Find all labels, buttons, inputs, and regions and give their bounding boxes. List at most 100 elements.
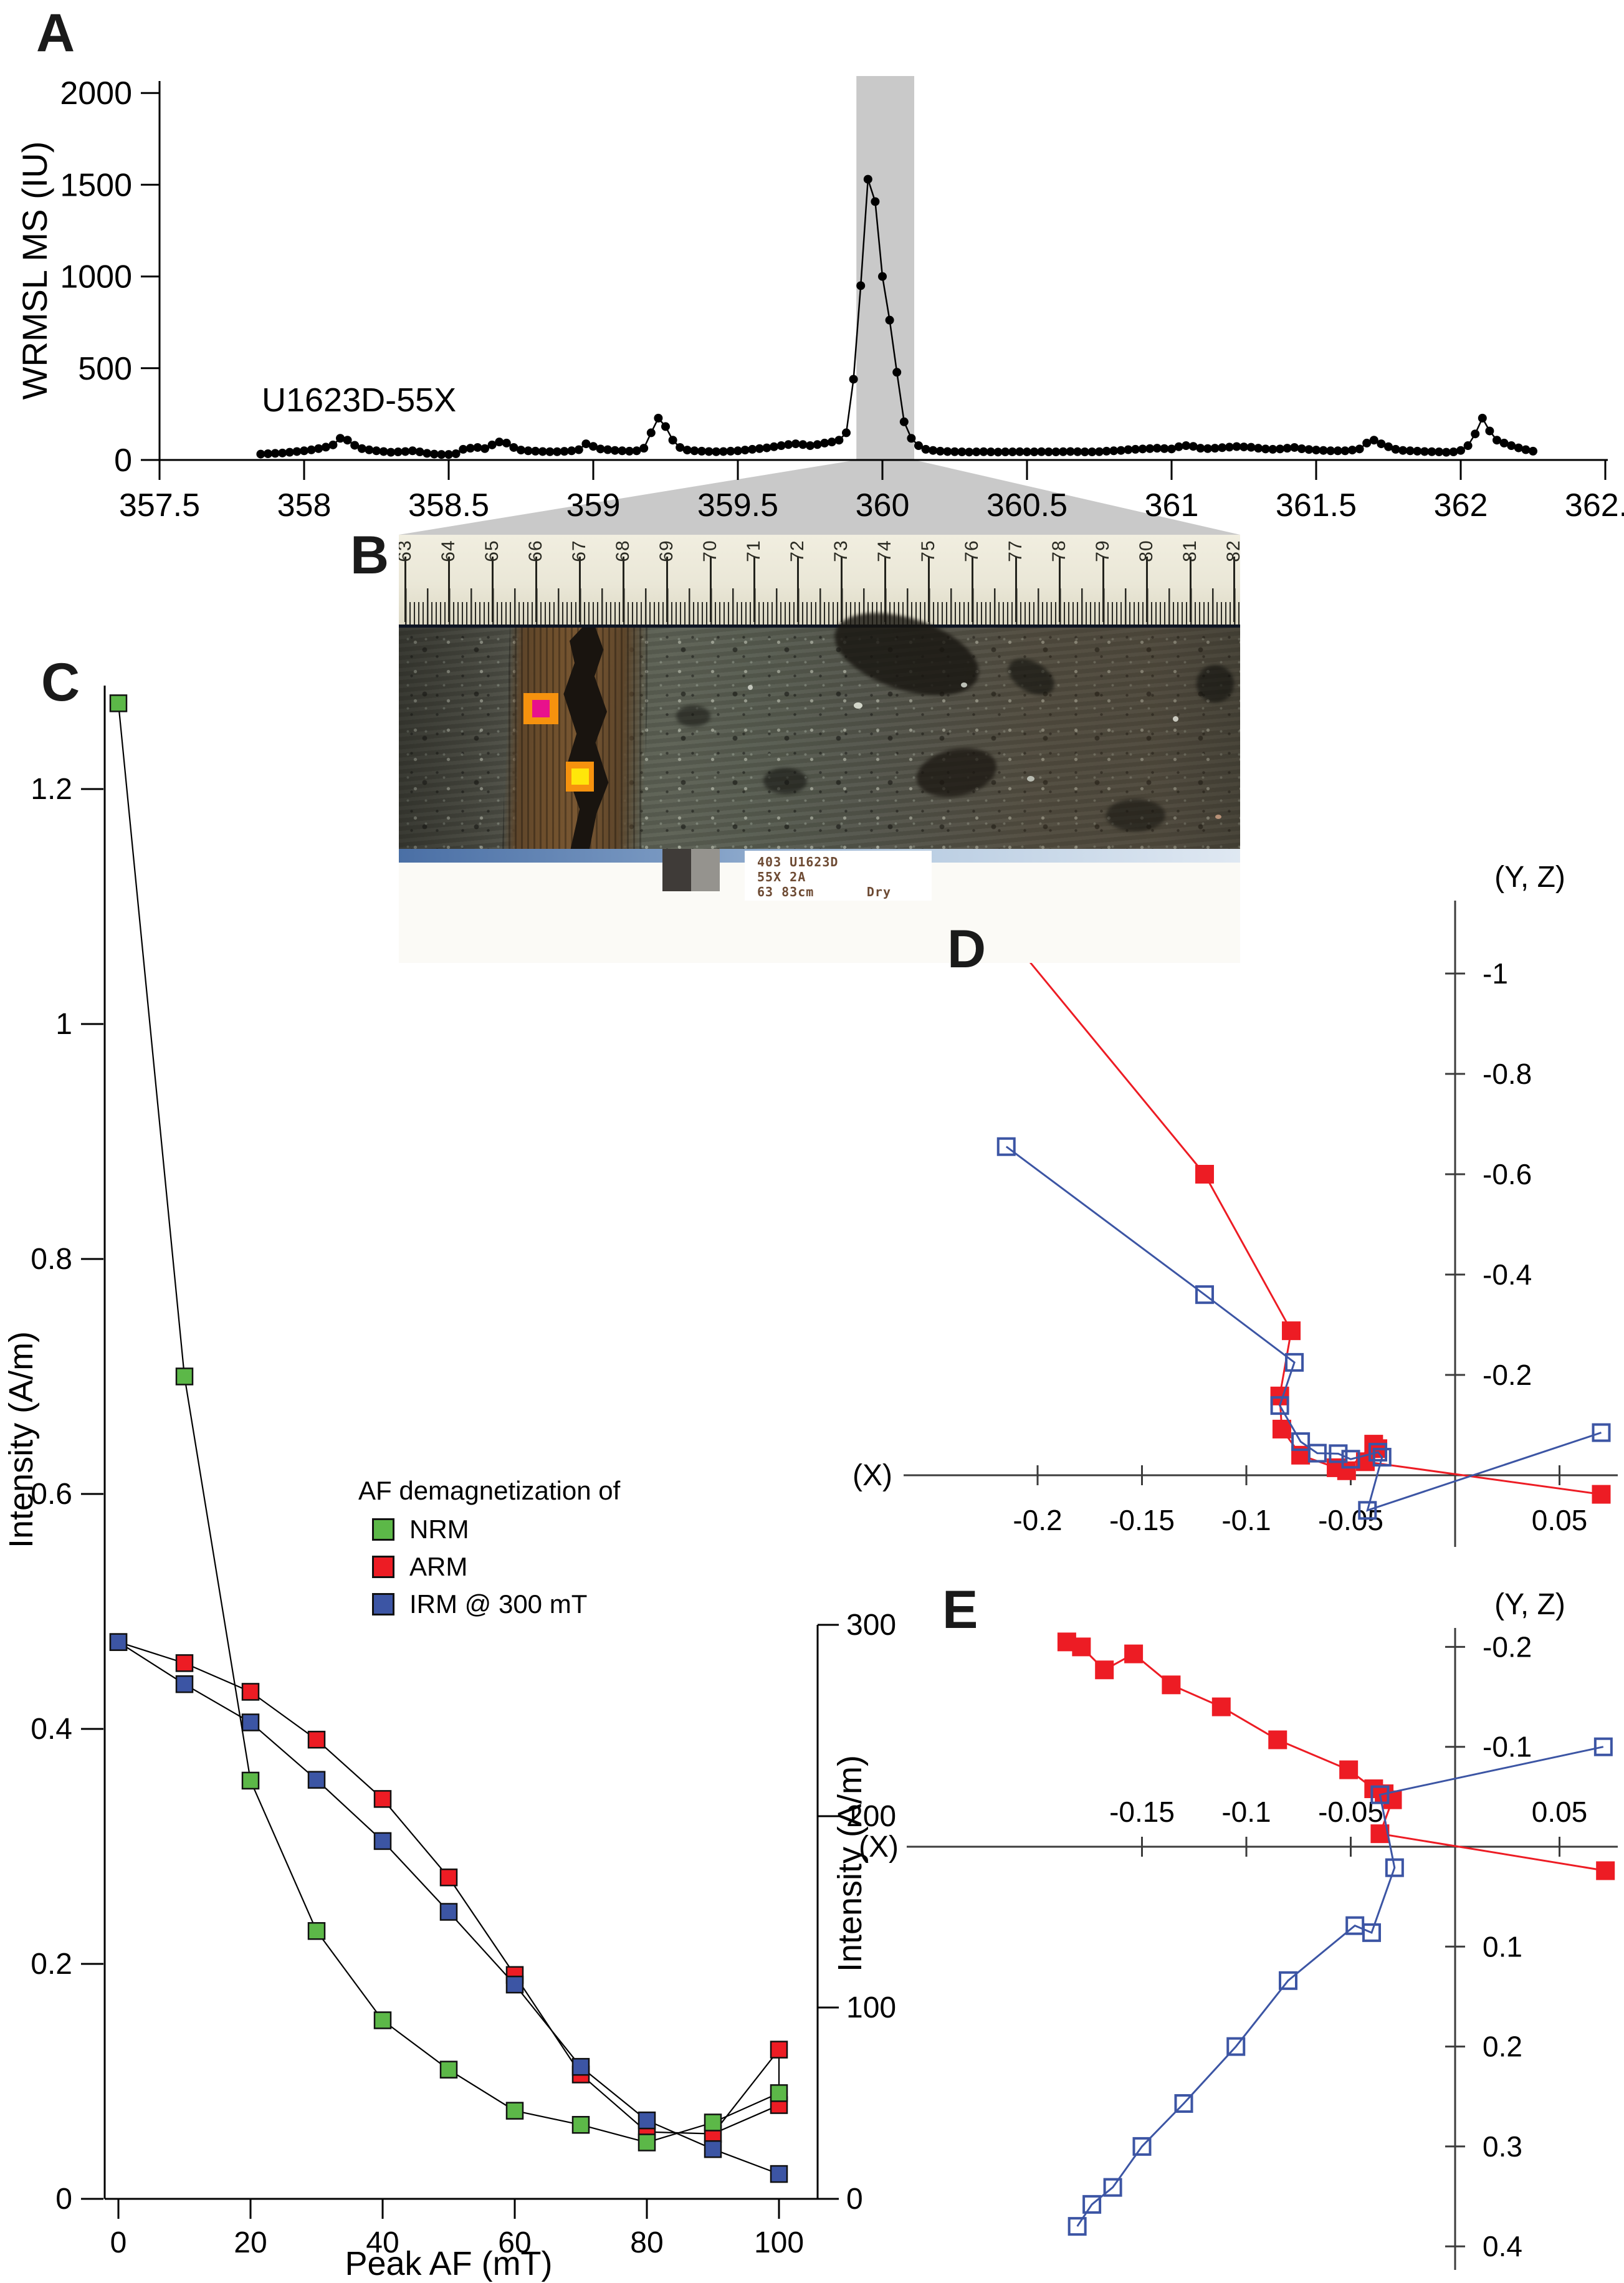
a-data-point <box>842 428 851 438</box>
D-data-point-open <box>1329 1444 1348 1463</box>
a-data-point <box>408 446 417 456</box>
a-data-point <box>1124 445 1133 454</box>
a-data-point <box>1073 447 1082 456</box>
c-extra-line <box>712 2104 780 2135</box>
D-y-tick-label: -0.8 <box>1483 1058 1532 1090</box>
panel-label-e: E <box>942 1580 978 1640</box>
a-data-point <box>1391 444 1400 454</box>
D-data-point-filled <box>1272 1419 1291 1438</box>
a-data-point <box>661 422 670 431</box>
D-x-tick-label: -0.2 <box>1013 1504 1062 1536</box>
E-data-point-filled <box>1268 1730 1287 1749</box>
sediment-dark-patch <box>676 706 710 727</box>
a-data-point <box>986 448 995 457</box>
a-x-tick-label: 359 <box>566 487 621 524</box>
a-data-point <box>1326 446 1335 456</box>
ruler-cm-number: 67 <box>569 540 590 562</box>
gray-calibration-chip-light <box>691 849 720 891</box>
D-y-tick-label: -0.6 <box>1483 1158 1532 1190</box>
panel-label-c: C <box>41 653 80 712</box>
a-x-tick-label: 360 <box>856 487 910 524</box>
a-data-point <box>726 446 735 456</box>
a-data-point <box>834 436 844 445</box>
a-x-tick-label: 358 <box>277 487 332 524</box>
a-data-point <box>1485 426 1494 436</box>
a-data-point <box>1369 436 1378 445</box>
a-data-point <box>451 449 461 458</box>
a-data-point <box>1152 444 1162 453</box>
a-data-point <box>813 440 822 449</box>
D-y-tick-label: -1 <box>1483 957 1508 990</box>
ruler-cm-number: 79 <box>1092 540 1113 562</box>
E-y-tick-label: -0.1 <box>1483 1731 1532 1763</box>
c-data-point-IRM @ 300 mT <box>109 1633 128 1651</box>
D-data-point-open <box>1195 1285 1214 1304</box>
legend-item-arm: ARM <box>358 1552 620 1582</box>
c-data-point-IRM @ 300 mT <box>241 1713 260 1731</box>
a-data-point <box>1493 436 1501 445</box>
a-data-point <box>682 446 692 455</box>
a-data-point <box>292 447 302 456</box>
c-data-point-IRM @ 300 mT <box>505 1975 524 1994</box>
ruler-cm-number: 76 <box>962 540 982 562</box>
pebble <box>854 702 862 709</box>
a-data-point <box>300 446 308 456</box>
a-data-point <box>1188 442 1198 451</box>
ruler-cm-tick <box>753 557 755 622</box>
D-x-tick-label: 0.05 <box>1532 1504 1588 1536</box>
a-data-point <box>1420 447 1429 456</box>
legend-label: NRM <box>409 1515 469 1544</box>
c-data-point-IRM @ 300 mT <box>307 1771 326 1789</box>
legend-item-nrm: NRM <box>358 1515 620 1544</box>
a-data-point <box>1499 438 1509 448</box>
a-data-point <box>1138 444 1147 454</box>
a-data-point <box>1441 448 1451 457</box>
a-data-point <box>776 441 786 451</box>
core-label-interval: 63 83cm <box>757 884 814 899</box>
ruler-cm-tick <box>884 557 886 622</box>
a-series-points <box>256 175 1537 459</box>
highlight-funnel <box>399 460 1240 535</box>
E-data-point-filled <box>1596 1861 1615 1880</box>
a-data-point <box>632 446 641 456</box>
a-data-point <box>943 447 952 456</box>
gray-calibration-chip-dark <box>662 849 691 891</box>
a-data-point <box>921 444 930 454</box>
c-right-tick-label: 100 <box>846 1991 896 2024</box>
ruler-cm-tick <box>404 557 406 622</box>
a-data-point <box>321 443 330 452</box>
E-data-point-open <box>1226 2037 1246 2056</box>
a-data-point <box>466 444 475 453</box>
a-data-point <box>256 449 265 459</box>
a-data-point <box>1051 448 1061 457</box>
c-left-tick-label: 0 <box>55 2183 72 2216</box>
ruler-cm-number: 82 <box>1223 540 1240 562</box>
a-data-point <box>343 436 352 445</box>
D-data-point-filled <box>1282 1321 1301 1341</box>
a-data-point <box>531 446 540 456</box>
D-data-point-open <box>1307 1443 1327 1463</box>
D-x-tick-label: -0.15 <box>1109 1504 1175 1536</box>
a-data-point <box>929 446 938 455</box>
a-data-point <box>972 448 981 457</box>
ruler-cm-number: 75 <box>918 540 939 562</box>
a-data-point <box>935 446 945 456</box>
ruler-cm-number: 65 <box>482 540 502 562</box>
panel-a: 0 500 1000 1500 2000 357.5 358 358.5 359 359.5 360… <box>15 75 1624 573</box>
a-data-point <box>278 448 287 457</box>
a-data-point <box>264 449 272 458</box>
a-data-point <box>770 442 778 451</box>
a-data-point <box>1319 446 1328 455</box>
a-data-point <box>487 440 497 449</box>
E-x-axis-title: (X) <box>859 1831 899 1864</box>
a-data-point <box>429 449 439 459</box>
ruler-cm-number: 81 <box>1180 540 1200 562</box>
D-data-point-open <box>1372 1448 1392 1467</box>
a-data-point <box>1066 447 1075 456</box>
a-data-point <box>1514 443 1523 452</box>
a-data-point <box>567 446 576 456</box>
a-data-point <box>1015 447 1025 456</box>
sediment-dark-patch <box>912 741 1001 804</box>
ruler-cm-number: 80 <box>1136 540 1157 562</box>
E-y-tick-label: 0.2 <box>1483 2031 1522 2063</box>
